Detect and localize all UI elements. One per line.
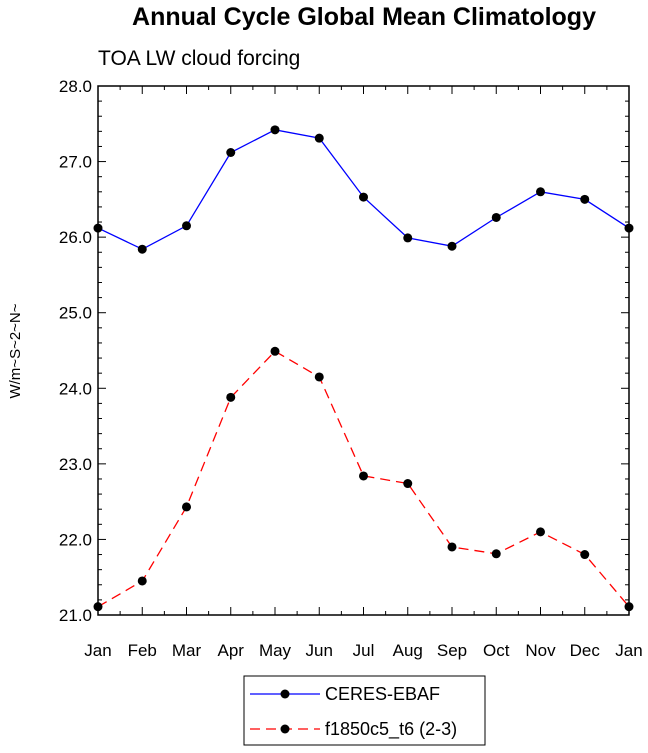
series-line-1 — [97, 129, 630, 250]
series-1-point — [403, 233, 413, 243]
y-axis-label: W/m~S~2~N~ — [7, 303, 24, 398]
series-1-point — [270, 125, 280, 135]
chart-title: Annual Cycle Global Mean Climatology — [132, 3, 596, 31]
series-1-point — [624, 223, 634, 233]
legend-box — [243, 675, 486, 746]
y-tick-label: 28.0 — [59, 77, 92, 96]
legend-marker-1 — [280, 689, 290, 699]
series-2-point — [624, 602, 634, 612]
y-tick-label: 25.0 — [59, 304, 92, 323]
series-1-point — [359, 192, 368, 202]
series-1-point — [314, 133, 324, 143]
series-1-point — [182, 221, 191, 231]
legend-marker-2 — [280, 724, 290, 734]
series-1-point — [580, 194, 590, 204]
y-tick-label: 23.0 — [59, 455, 92, 474]
y-tick-labels: 21.0 22.0 23.0 24.0 25.0 26.0 27.0 28.0 — [59, 77, 92, 625]
chart-subtitle: TOA LW cloud forcing — [98, 47, 300, 70]
series-2-point — [137, 576, 147, 586]
series-2-point — [580, 550, 590, 560]
x-tick-label: Jan — [615, 641, 642, 660]
series-2-point — [359, 471, 368, 481]
series-2-point — [447, 542, 457, 552]
x-tick-label: Jun — [306, 641, 333, 660]
x-tick-label: Sep — [437, 641, 467, 660]
series-1-point — [447, 241, 457, 251]
plot-frame — [97, 85, 630, 616]
series-1-point — [226, 148, 236, 158]
x-tick-label: Nov — [525, 641, 556, 660]
y-tick-label: 24.0 — [59, 379, 92, 398]
series-2-point — [270, 346, 280, 356]
x-tick-labels: Jan Feb Mar Apr May Jun Jul Aug Sep Oct Nov Dec Jan — [84, 641, 642, 660]
x-tick-label: Mar — [172, 641, 202, 660]
x-tick-label: Jan — [84, 641, 111, 660]
series-1-point — [137, 244, 147, 254]
series-1-point — [93, 223, 103, 233]
series-2-point — [491, 549, 501, 559]
legend-label-2: f1850c5_t6 (2-3) — [325, 719, 457, 740]
x-tick-label: Apr — [218, 641, 245, 660]
x-tick-label: Feb — [128, 641, 157, 660]
series-2-point — [536, 527, 545, 537]
x-tick-label: Oct — [483, 641, 510, 660]
legend: CERES-EBAF f1850c5_t6 (2-3) — [243, 675, 486, 746]
series-2-point — [226, 392, 236, 402]
legend-label-1: CERES-EBAF — [325, 684, 440, 704]
series-2-point — [182, 502, 191, 512]
y-tick-label: 26.0 — [59, 228, 92, 247]
series-1-point — [491, 212, 501, 222]
x-tick-label: Dec — [570, 641, 601, 660]
series-2-point — [314, 372, 324, 382]
series-1-point — [536, 187, 545, 197]
y-tick-label: 27.0 — [59, 153, 92, 172]
y-tick-label: 21.0 — [59, 606, 92, 625]
series-2-point — [403, 479, 413, 489]
series-layer — [93, 125, 634, 612]
y-tick-label: 22.0 — [59, 530, 92, 549]
x-tick-label: May — [259, 641, 292, 660]
series-2-point — [93, 602, 103, 612]
x-tick-label: Aug — [393, 641, 423, 660]
axis-ticks — [97, 85, 630, 616]
x-tick-label: Jul — [353, 641, 375, 660]
